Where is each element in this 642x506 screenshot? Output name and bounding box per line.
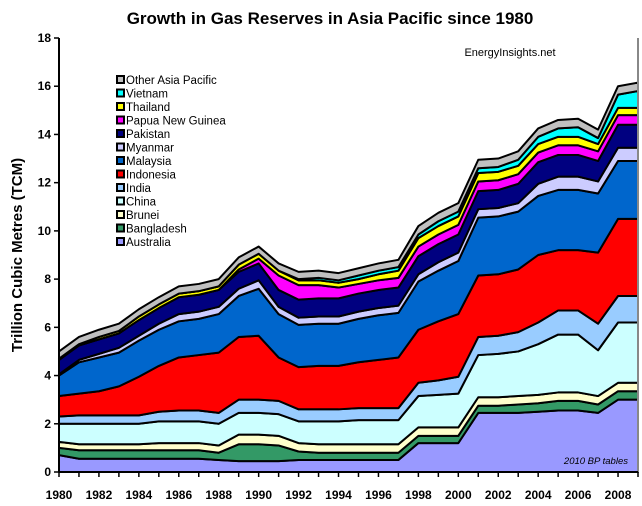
x-tick-label: 1986 (165, 488, 192, 502)
legend-swatch (116, 88, 125, 98)
legend-label: Malaysia (126, 156, 172, 168)
legend-swatch (116, 223, 125, 233)
x-tick-label: 1982 (86, 488, 113, 502)
legend-swatch (116, 196, 125, 206)
legend-label: Bangladesh (126, 224, 187, 236)
legend-label: Indonesia (126, 170, 176, 182)
y-tick-label: 14 (38, 127, 52, 141)
legend-label: Brunei (126, 210, 159, 222)
legend-swatch (116, 75, 125, 84)
legend-label: India (126, 183, 152, 195)
legend-item: Papua New Guinea (116, 115, 226, 128)
legend-swatch (116, 156, 125, 165)
annotation-data-source: 2010 BP tables (563, 456, 628, 467)
legend-label: Papua New Guinea (126, 116, 226, 128)
legend-item: India (116, 183, 152, 195)
legend-item: Bangladesh (116, 223, 187, 236)
legend-label: Thailand (126, 102, 170, 114)
legend-label: Other Asia Pacific (126, 75, 217, 87)
legend-label: Vietnam (126, 89, 168, 101)
y-tick-label: 12 (38, 176, 52, 190)
legend-item: Australia (116, 237, 171, 249)
x-tick-label: 1996 (365, 488, 392, 502)
legend-item: China (116, 196, 157, 209)
x-tick-label: 1998 (405, 488, 432, 502)
legend-label: Pakistan (126, 129, 170, 141)
legend-item: Indonesia (116, 169, 176, 182)
x-tick-label: 1980 (46, 488, 73, 502)
legend-swatch (116, 142, 125, 152)
x-tick-label: 2008 (605, 488, 632, 502)
annotation-source-site: EnergyInsights.net (464, 47, 555, 59)
legend-swatch (116, 169, 125, 179)
legend-item: Thailand (116, 102, 170, 114)
legend-label: Myanmar (126, 143, 174, 155)
y-tick-label: 6 (44, 320, 51, 334)
legend-item: Myanmar (116, 142, 174, 155)
y-tick-label: 0 (44, 465, 51, 479)
y-tick-label: 10 (38, 224, 52, 238)
y-tick-label: 18 (38, 31, 52, 45)
x-tick-label: 1988 (205, 488, 232, 502)
chart-title: Growth in Gas Reserves in Asia Pacific s… (127, 9, 534, 28)
axes: 0 2 4 6 8 10 12 14 16 18 1980 1982 1984 1986 1988 1990 1… (38, 31, 639, 502)
legend-swatch (116, 102, 125, 111)
legend-swatch (116, 237, 125, 246)
x-tick-label: 1992 (285, 488, 312, 502)
x-tick-label: 1990 (245, 488, 272, 502)
legend-swatch (116, 210, 125, 219)
x-tick-label: 2004 (525, 488, 552, 502)
x-tick-label: 2006 (565, 488, 592, 502)
y-tick-label: 8 (44, 272, 51, 286)
legend-item: Brunei (116, 210, 159, 222)
legend-swatch (116, 129, 125, 138)
legend-swatch (116, 183, 125, 192)
legend-label: China (126, 197, 157, 209)
y-tick-label: 16 (38, 79, 52, 93)
legend-swatch (116, 115, 125, 125)
legend-item: Pakistan (116, 129, 170, 141)
legend-item: Vietnam (116, 88, 168, 101)
legend-label: Australia (126, 237, 171, 249)
x-tick-label: 2000 (445, 488, 472, 502)
y-tick-label: 4 (44, 369, 51, 383)
y-tick-label: 2 (44, 417, 51, 431)
x-tick-label: 2002 (485, 488, 512, 502)
area-layers (58, 81, 639, 473)
y-axis-label: Trillion Cubic Metres (TCM) (9, 158, 26, 352)
legend-item: Other Asia Pacific (116, 75, 217, 87)
x-tick-label: 1984 (126, 488, 153, 502)
legend-item: Malaysia (116, 156, 172, 168)
x-tick-label: 1994 (325, 488, 352, 502)
